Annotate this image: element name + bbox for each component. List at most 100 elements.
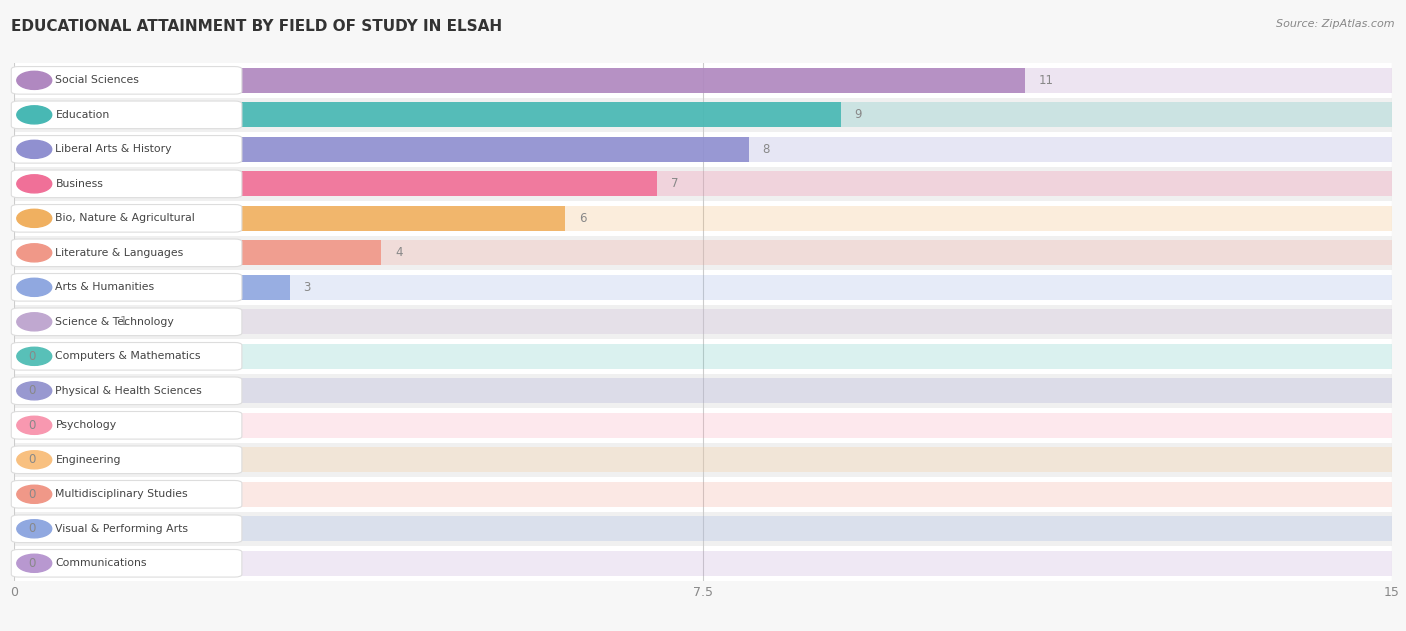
Bar [14, 275, 1392, 300]
Text: Communications: Communications [55, 558, 146, 569]
Ellipse shape [17, 313, 52, 331]
FancyBboxPatch shape [11, 515, 242, 543]
Text: 0: 0 [28, 488, 35, 501]
FancyBboxPatch shape [11, 446, 242, 474]
Text: 11: 11 [1038, 74, 1053, 87]
FancyBboxPatch shape [11, 308, 242, 336]
Bar [14, 379, 1392, 403]
Text: Engineering: Engineering [55, 455, 121, 465]
Bar [14, 374, 1392, 408]
Bar [14, 206, 1392, 231]
Bar [14, 546, 1392, 581]
Bar [14, 172, 1392, 196]
Bar [14, 309, 1392, 334]
Bar [14, 516, 1392, 541]
Ellipse shape [17, 71, 52, 90]
Bar [14, 132, 1392, 167]
FancyBboxPatch shape [11, 66, 242, 94]
Text: 0: 0 [28, 557, 35, 570]
Ellipse shape [17, 554, 52, 572]
Text: Source: ZipAtlas.com: Source: ZipAtlas.com [1277, 19, 1395, 29]
Bar [14, 167, 1392, 201]
FancyBboxPatch shape [11, 101, 242, 129]
Text: Social Sciences: Social Sciences [55, 75, 139, 85]
Bar [14, 137, 1392, 162]
Text: Liberal Arts & History: Liberal Arts & History [55, 144, 172, 155]
Text: 0: 0 [28, 522, 35, 535]
Text: Business: Business [55, 179, 103, 189]
Bar [14, 68, 1392, 93]
FancyBboxPatch shape [11, 411, 242, 439]
Bar [14, 235, 1392, 270]
Ellipse shape [17, 416, 52, 434]
FancyBboxPatch shape [11, 377, 242, 404]
Bar [14, 201, 1392, 235]
FancyBboxPatch shape [11, 480, 242, 508]
Bar [14, 102, 1392, 127]
Text: 6: 6 [579, 212, 586, 225]
Text: 7: 7 [671, 177, 678, 191]
Ellipse shape [17, 485, 52, 504]
Bar [14, 344, 1392, 369]
Bar [14, 551, 1392, 575]
Text: 0: 0 [28, 419, 35, 432]
Bar [14, 137, 749, 162]
Bar [14, 305, 1392, 339]
Bar [14, 270, 1392, 305]
Text: Bio, Nature & Agricultural: Bio, Nature & Agricultural [55, 213, 195, 223]
Text: Computers & Mathematics: Computers & Mathematics [55, 351, 201, 362]
Bar [14, 408, 1392, 442]
Ellipse shape [17, 175, 52, 193]
Ellipse shape [17, 382, 52, 400]
FancyBboxPatch shape [11, 343, 242, 370]
Text: Education: Education [55, 110, 110, 120]
Text: Science & Technology: Science & Technology [55, 317, 174, 327]
Text: 0: 0 [28, 384, 35, 398]
FancyBboxPatch shape [11, 273, 242, 301]
Bar [14, 172, 657, 196]
FancyBboxPatch shape [11, 136, 242, 163]
Text: 3: 3 [304, 281, 311, 294]
Text: Multidisciplinary Studies: Multidisciplinary Studies [55, 489, 188, 499]
Bar [14, 240, 381, 265]
Bar [14, 512, 1392, 546]
Bar [14, 309, 105, 334]
Bar [14, 413, 1392, 438]
Text: 0: 0 [28, 453, 35, 466]
FancyBboxPatch shape [11, 204, 242, 232]
Ellipse shape [17, 106, 52, 124]
Text: 1: 1 [120, 316, 127, 328]
Text: Psychology: Psychology [55, 420, 117, 430]
Bar [14, 102, 841, 127]
Ellipse shape [17, 278, 52, 297]
Text: EDUCATIONAL ATTAINMENT BY FIELD OF STUDY IN ELSAH: EDUCATIONAL ATTAINMENT BY FIELD OF STUDY… [11, 19, 502, 34]
Text: 8: 8 [762, 143, 770, 156]
Ellipse shape [17, 140, 52, 158]
Bar [14, 240, 1392, 265]
Text: Visual & Performing Arts: Visual & Performing Arts [55, 524, 188, 534]
Ellipse shape [17, 347, 52, 365]
Text: 9: 9 [855, 109, 862, 121]
Text: 0: 0 [28, 350, 35, 363]
Bar [14, 482, 1392, 507]
Bar [14, 339, 1392, 374]
FancyBboxPatch shape [11, 550, 242, 577]
Text: 4: 4 [395, 246, 402, 259]
Text: Physical & Health Sciences: Physical & Health Sciences [55, 386, 202, 396]
Ellipse shape [17, 244, 52, 262]
Bar [14, 98, 1392, 132]
Ellipse shape [17, 209, 52, 227]
Bar [14, 447, 1392, 472]
Bar [14, 477, 1392, 512]
Text: Arts & Humanities: Arts & Humanities [55, 282, 155, 292]
Bar [14, 68, 1025, 93]
Bar [14, 275, 290, 300]
Bar [14, 63, 1392, 98]
FancyBboxPatch shape [11, 170, 242, 198]
Text: Literature & Languages: Literature & Languages [55, 248, 184, 258]
Ellipse shape [17, 451, 52, 469]
FancyBboxPatch shape [11, 239, 242, 267]
Ellipse shape [17, 520, 52, 538]
Bar [14, 206, 565, 231]
Bar [14, 442, 1392, 477]
